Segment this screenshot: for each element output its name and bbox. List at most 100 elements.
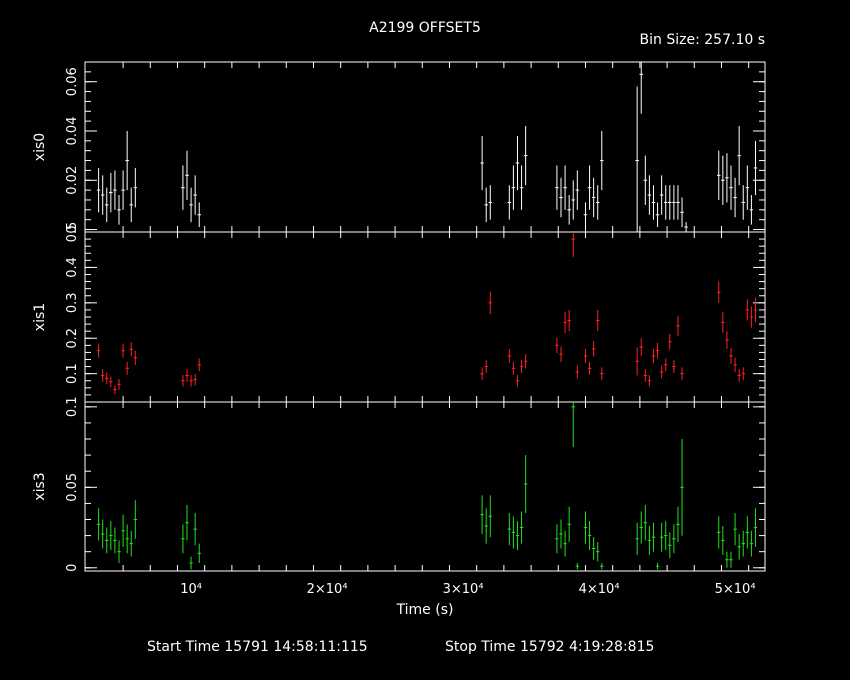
data-point [519,511,524,544]
data-point [680,197,684,228]
data-point [672,360,676,373]
data-point [737,369,741,382]
data-point [659,175,664,215]
data-point [571,232,575,257]
data-point [571,402,575,448]
data-point [680,367,684,381]
data-point [587,521,592,551]
data-point [96,343,101,358]
data-point [575,365,580,379]
data-point [189,375,193,387]
y-tick-label: 0 [65,225,80,233]
data-point [563,311,567,333]
data-point [643,505,648,541]
data-point [488,185,493,220]
data-point [105,372,109,384]
data-point [749,530,754,557]
data-point [189,556,193,570]
plot-title: A2199 OFFSET5 [369,20,481,36]
data-point [663,521,668,551]
data-point [105,187,109,223]
y-tick-label: 0.04 [65,117,80,146]
data-point [668,334,672,350]
data-point [519,360,524,373]
y-tick-label: 0.1 [65,396,80,417]
data-point [125,361,129,375]
data-point [100,519,105,549]
data-point [559,177,563,218]
data-point [749,195,754,225]
data-point [741,185,745,220]
data-point [181,524,185,554]
data-point [647,375,652,387]
data-point [600,130,604,191]
data-point [651,348,656,364]
data-point [193,374,197,386]
data-point [721,155,725,205]
data-point [741,367,745,381]
data-point [567,195,571,225]
data-point [741,530,745,557]
data-point [113,527,117,554]
data-point [591,537,596,560]
data-point [680,439,684,536]
data-point [511,361,516,375]
data-point [193,513,197,546]
data-point [729,348,733,364]
data-point [113,385,117,395]
x-tick-label: 5×10⁴ [715,582,756,597]
data-point [647,175,652,215]
data-point [515,521,520,551]
data-point [109,172,113,213]
data-point [721,311,725,333]
y-tick-label: 0.06 [65,67,80,96]
data-point [655,562,660,570]
data-point [519,165,524,210]
y-axis-label-xis3: xis3 [32,472,48,500]
data-point [480,495,484,534]
data-point [659,522,664,552]
data-point [583,511,588,544]
bin-size-label: Bin Size: 257.10 s [640,32,765,48]
data-point [571,180,575,220]
data-point [555,337,559,354]
data-point [523,126,528,186]
y-tick-label: 0.5 [65,222,80,243]
data-point [639,338,643,356]
data-point [676,506,680,543]
data-point [484,187,488,223]
data-point [753,297,758,323]
data-point [635,86,639,232]
data-point [567,309,571,332]
data-point [655,342,660,359]
data-point [595,309,600,332]
data-point [523,455,528,514]
data-point [523,354,528,369]
data-point [745,165,750,210]
y-tick-label: 0.05 [65,473,80,502]
data-point [651,185,656,220]
data-point [639,511,643,544]
panel-xis0: 0 0.02 0.04 0.06 xis0 [32,61,766,234]
y-tick-label: 0 [65,564,80,572]
data-point [484,360,488,373]
data-point [684,222,688,232]
x-axis-label: Time (s) [396,602,454,618]
y-axis-label-xis0: xis0 [32,133,48,161]
data-point [193,175,197,215]
stop-time-label: Stop Time 15792 4:19:28:815 [445,639,654,655]
data-point [121,170,125,210]
data-point [655,202,660,228]
data-point [559,519,563,549]
start-time-label: Start Time 15791 14:58:11:115 [147,639,368,655]
data-point [717,281,721,303]
x-tick-label: 2×10⁴ [307,582,348,597]
panels: 0 0.02 0.04 0.06 xis0 0.1 0.2 0.3 0.4 0.5 xis1 0 0.0… [32,61,766,597]
data-point [668,185,672,220]
panel-frame [84,401,766,572]
data-point [129,342,133,357]
data-point [488,495,493,538]
data-point [729,551,733,568]
data-point [651,522,656,552]
data-point [181,165,185,210]
